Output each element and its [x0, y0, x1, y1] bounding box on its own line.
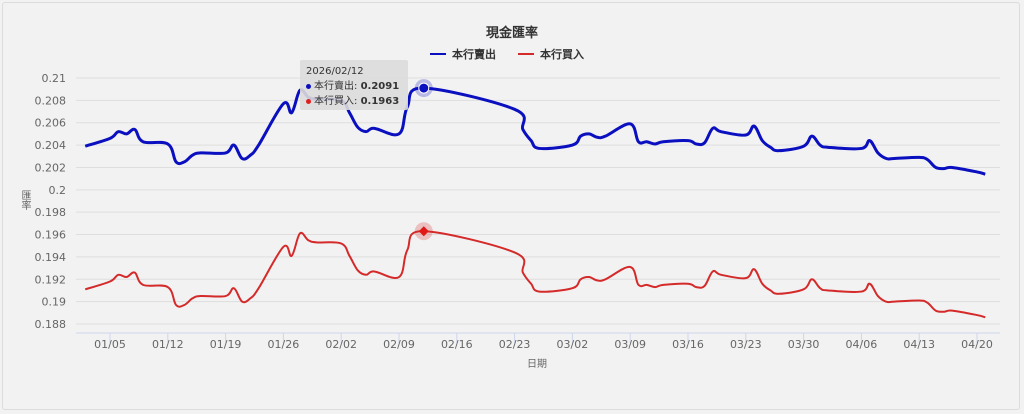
- y-tick-label: 0.21: [42, 72, 67, 85]
- chart-legend: 本行賣出 本行買入: [430, 46, 584, 62]
- x-axis-label: 日期: [527, 359, 547, 370]
- x-tick-label: 01/26: [268, 338, 300, 351]
- x-tick-label: 02/16: [441, 338, 473, 351]
- x-tick-label: 01/19: [210, 338, 242, 351]
- x-tick-label: 03/23: [730, 338, 762, 351]
- y-tick-label: 0.2: [49, 184, 67, 197]
- sell-dot-icon: [306, 83, 311, 89]
- legend-item-sell[interactable]: 本行賣出: [430, 46, 496, 62]
- sell-rate-line[interactable]: [84, 86, 986, 176]
- y-tick-label: 0.188: [35, 318, 67, 331]
- y-axis-label: 匯率: [19, 190, 30, 210]
- y-tick-label: 0.198: [35, 206, 67, 219]
- y-tick-label: 0.204: [35, 139, 67, 152]
- x-tick-label: 04/20: [961, 338, 993, 351]
- x-tick-label: 03/16: [672, 338, 704, 351]
- chart-container: [2, 2, 1020, 410]
- legend-item-buy[interactable]: 本行買入: [518, 46, 584, 62]
- tooltip-buy-label: 本行買入:: [314, 96, 361, 107]
- sell-hover-marker[interactable]: [418, 82, 430, 94]
- x-tick-label: 04/06: [846, 338, 878, 351]
- tooltip-sell-row: 本行賣出: 0.2091: [306, 79, 402, 94]
- x-tick-label: 02/02: [325, 338, 357, 351]
- tooltip-buy-row: 本行買入: 0.1963: [306, 94, 402, 109]
- x-tick-label: 01/05: [94, 338, 126, 351]
- x-tick-label: 04/13: [903, 338, 935, 351]
- buy-rate-line[interactable]: [84, 230, 986, 319]
- chart-tooltip: 2026/02/12 本行賣出: 0.2091 本行買入: 0.1963: [300, 60, 408, 110]
- tooltip-sell-value: 0.2091: [360, 81, 400, 92]
- x-tick-label: 02/23: [499, 338, 531, 351]
- sell-line-swatch-icon: [430, 53, 446, 55]
- y-tick-label: 0.196: [35, 229, 67, 242]
- y-tick-label: 0.192: [35, 273, 67, 286]
- buy-line-swatch-icon: [518, 53, 534, 55]
- x-tick-label: 03/30: [788, 338, 820, 351]
- buy-dot-icon: [306, 98, 311, 104]
- y-tick-label: 0.208: [35, 94, 67, 107]
- tooltip-buy-value: 0.1963: [360, 96, 400, 107]
- y-tick-label: 0.202: [35, 161, 67, 174]
- y-tick-label: 0.194: [35, 251, 67, 264]
- legend-label-buy: 本行買入: [540, 48, 584, 61]
- legend-label-sell: 本行賣出: [452, 48, 496, 61]
- y-tick-label: 0.19: [42, 296, 67, 309]
- buy-hover-marker[interactable]: [418, 226, 429, 237]
- x-tick-label: 03/09: [614, 338, 646, 351]
- y-tick-label: 0.206: [35, 117, 67, 130]
- tooltip-date: 2026/02/12: [306, 66, 364, 77]
- x-tick-label: 03/02: [557, 338, 589, 351]
- chart-title: 現金匯率: [485, 26, 538, 41]
- x-tick-label: 02/09: [383, 338, 415, 351]
- x-tick-label: 01/12: [152, 338, 184, 351]
- tooltip-sell-label: 本行賣出:: [314, 81, 361, 92]
